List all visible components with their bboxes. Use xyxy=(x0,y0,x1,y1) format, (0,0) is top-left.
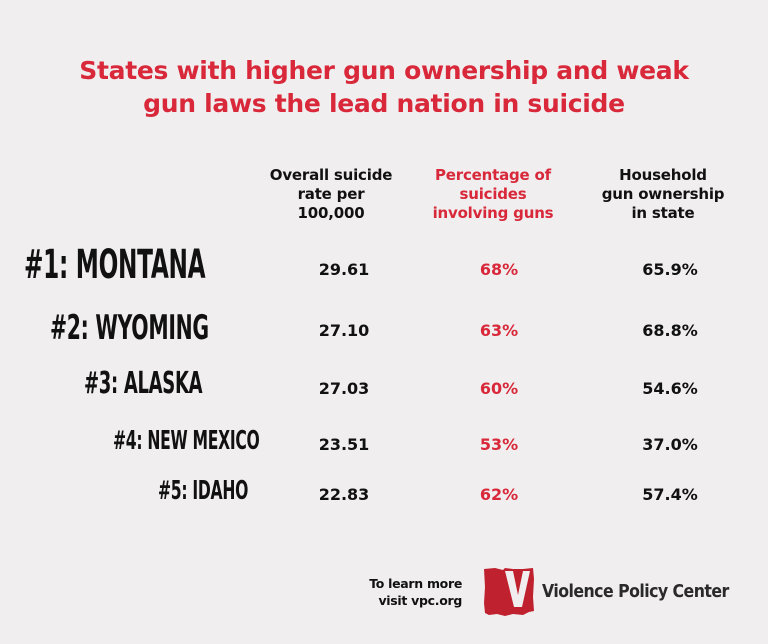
rate-montana: 29.61 xyxy=(318,260,370,279)
gun-pct-alaska: 60% xyxy=(479,379,519,398)
ownership-montana: 65.9% xyxy=(642,260,698,279)
state-label-montana: #1: MONTANA xyxy=(24,242,206,288)
rate-wyoming: 27.10 xyxy=(318,321,370,340)
ownership-wyoming: 68.8% xyxy=(642,321,698,340)
gun-pct-idaho: 62% xyxy=(479,485,519,504)
rate-new-mexico: 23.51 xyxy=(318,435,370,454)
brand-name: Violence Policy Center xyxy=(542,582,729,602)
title-line-2: gun laws the lead nation in suicide xyxy=(143,89,625,118)
ownership-idaho: 57.4% xyxy=(642,485,698,504)
state-label-idaho: #5: IDAHO xyxy=(158,476,249,506)
column-header-line: Overall suicide xyxy=(269,166,393,184)
learn-more-url[interactable]: visit vpc.org xyxy=(378,593,462,608)
column-header-gun-percentage: Percentage of suicides involving guns xyxy=(420,166,566,223)
gun-pct-new-mexico: 53% xyxy=(479,435,519,454)
column-header-gun-ownership: Household gun ownership in state xyxy=(590,166,736,223)
state-label-alaska: #3: ALASKA xyxy=(84,366,203,401)
title-line-1: States with higher gun ownership and wea… xyxy=(79,56,689,85)
gun-pct-montana: 68% xyxy=(479,260,519,279)
gun-pct-wyoming: 63% xyxy=(479,321,519,340)
column-header-line: suicides xyxy=(459,185,527,203)
column-header-line: Percentage of xyxy=(435,166,551,184)
column-header-line: gun ownership xyxy=(601,185,725,203)
learn-more-text: To learn more visit vpc.org xyxy=(360,575,462,609)
column-header-suicide-rate: Overall suicide rate per 100,000 xyxy=(258,166,404,223)
column-header-line: 100,000 xyxy=(297,204,365,222)
state-label-wyoming: #2: WYOMING xyxy=(50,308,209,348)
vpc-v-logo-icon xyxy=(484,568,534,616)
rate-idaho: 22.83 xyxy=(318,485,370,504)
state-label-new-mexico: #4: NEW MEXICO xyxy=(113,426,260,456)
column-header-line: in state xyxy=(631,204,695,222)
page-title: States with higher gun ownership and wea… xyxy=(0,54,768,120)
learn-more-line-1: To learn more xyxy=(369,576,462,591)
ownership-alaska: 54.6% xyxy=(642,379,698,398)
column-header-line: Household xyxy=(619,166,707,184)
column-header-line: involving guns xyxy=(432,204,554,222)
column-header-line: rate per xyxy=(297,185,365,203)
rate-alaska: 27.03 xyxy=(318,379,370,398)
ownership-new-mexico: 37.0% xyxy=(642,435,698,454)
